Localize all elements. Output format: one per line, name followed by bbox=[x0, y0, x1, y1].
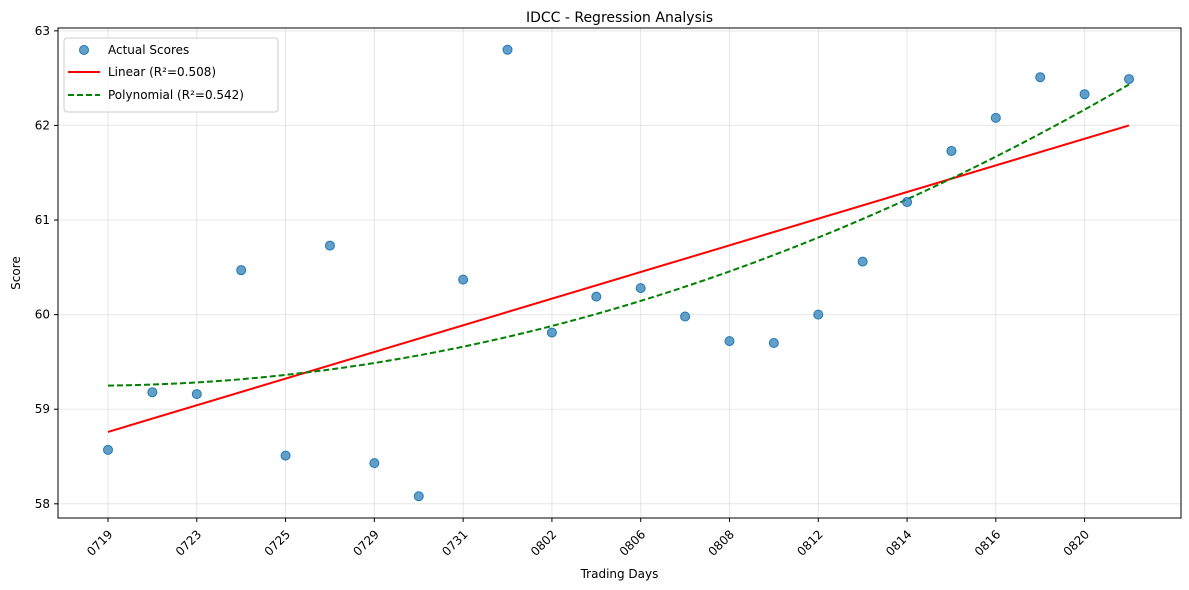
scatter-point bbox=[946, 145, 957, 156]
scatter-point bbox=[591, 291, 602, 302]
legend-label-polynomial: Polynomial (R²=0.542) bbox=[108, 88, 244, 102]
linear-fit-line bbox=[107, 124, 1130, 433]
scatter-point bbox=[1124, 74, 1134, 85]
scatter-point bbox=[191, 389, 202, 400]
plot-area-frame bbox=[57, 27, 1182, 519]
scatter-point bbox=[1079, 89, 1090, 100]
scatter-point bbox=[236, 265, 247, 276]
y-tick-label: 58 bbox=[35, 497, 50, 511]
scatter-point bbox=[147, 387, 158, 398]
legend-box bbox=[63, 37, 279, 113]
scatter-point bbox=[458, 274, 469, 285]
scatter-point bbox=[324, 240, 335, 251]
scatter-point bbox=[857, 256, 868, 267]
scatter-point bbox=[103, 444, 113, 455]
scatter-point bbox=[1035, 72, 1046, 83]
legend-marker-actual-scores bbox=[79, 45, 89, 55]
scatter-point bbox=[902, 197, 913, 208]
scatter-point bbox=[724, 336, 735, 347]
legend: Actual Scores Linear (R²=0.508) Polynomi… bbox=[63, 37, 279, 113]
legend-label-actual-scores: Actual Scores bbox=[108, 43, 189, 57]
legend-label-linear: Linear (R²=0.508) bbox=[108, 65, 216, 79]
y-tick-label: 59 bbox=[35, 402, 50, 416]
y-tick-label: 61 bbox=[35, 213, 50, 227]
y-tick-label: 62 bbox=[35, 118, 50, 132]
scatter-point bbox=[369, 458, 380, 469]
chart-title: IDCC - Regression Analysis bbox=[526, 10, 713, 26]
y-tick-label: 60 bbox=[35, 308, 50, 322]
scatter-point bbox=[413, 491, 424, 502]
polynomial-fit-line bbox=[107, 83, 1130, 387]
scatter-point bbox=[546, 327, 557, 338]
y-axis-ticks: 58 59 60 61 62 63 bbox=[35, 24, 58, 511]
y-tick-label: 63 bbox=[35, 24, 50, 38]
scatter-point bbox=[280, 450, 291, 461]
y-axis-title: Score bbox=[9, 256, 23, 290]
grid-lines bbox=[58, 28, 1181, 518]
scatter-point bbox=[768, 338, 779, 348]
regression-lines bbox=[107, 83, 1130, 433]
scatter-point bbox=[502, 44, 513, 55]
scatter-point bbox=[680, 311, 691, 322]
scatter-point bbox=[813, 309, 824, 320]
x-axis-title: Trading Days bbox=[580, 567, 659, 581]
scatter-points bbox=[103, 44, 1134, 502]
scatter-point bbox=[990, 112, 1001, 123]
scatter-point bbox=[635, 283, 646, 294]
